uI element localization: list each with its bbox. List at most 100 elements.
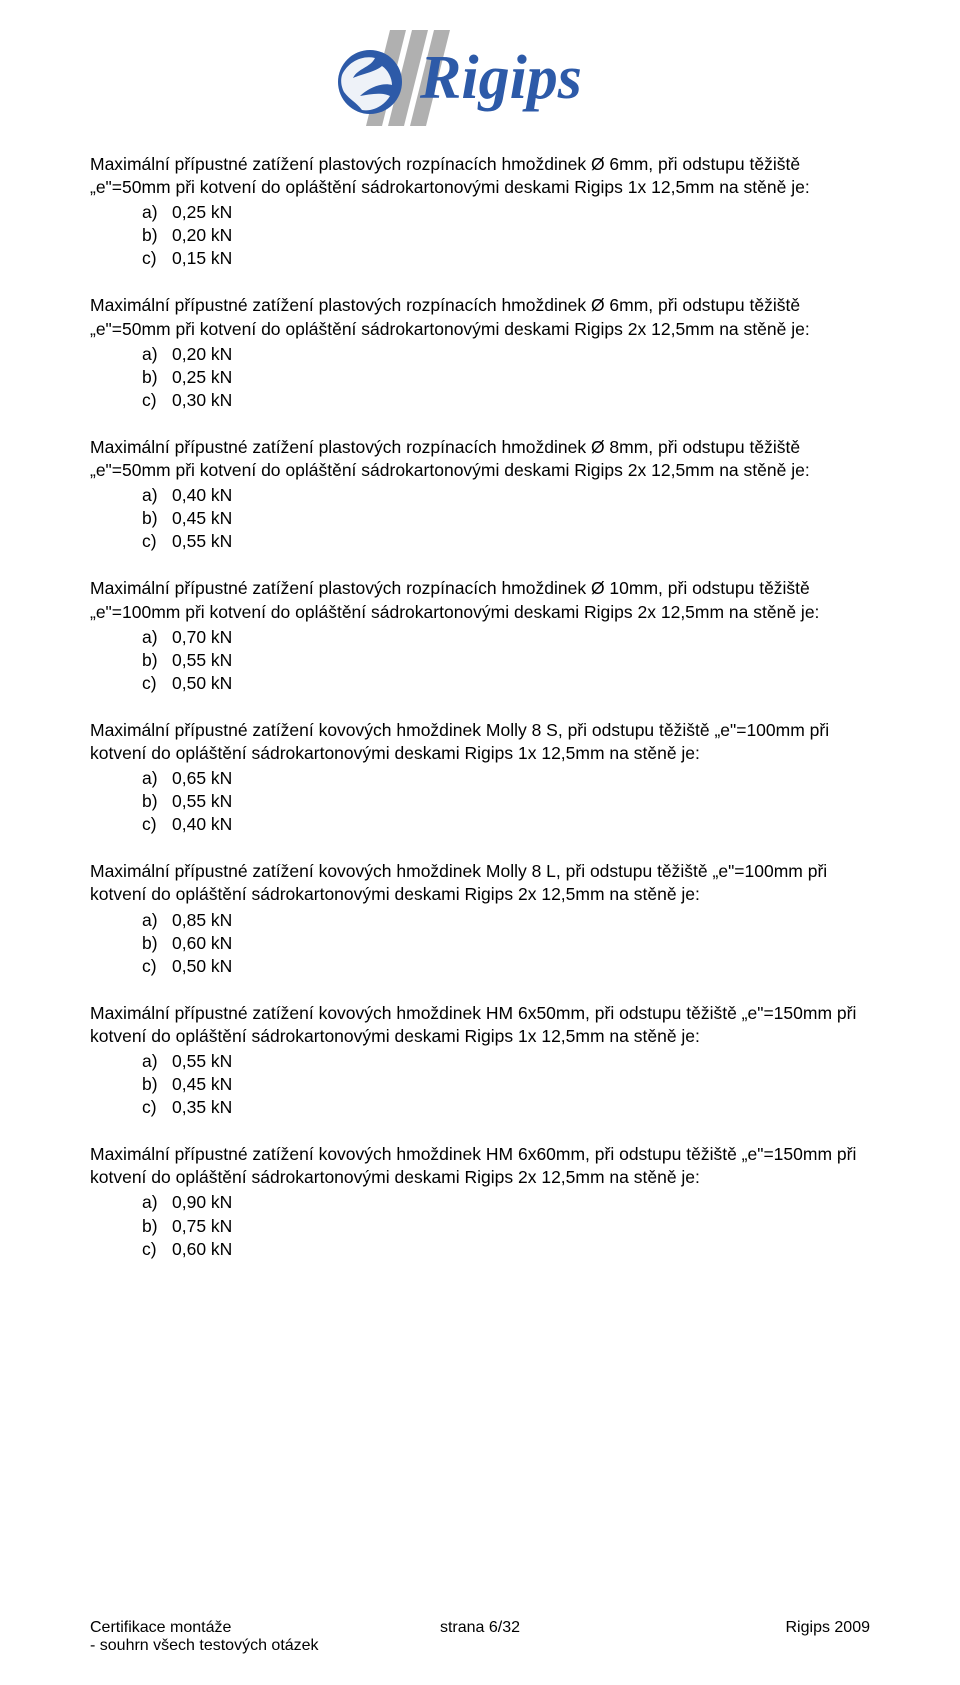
option-letter: c) [142,955,172,978]
option-row: b)0,55 kN [142,790,870,813]
option-value: 0,25 kN [172,201,232,224]
option-list: a)0,40 kNb)0,45 kNc)0,55 kN [90,484,870,553]
option-row: a)0,55 kN [142,1050,870,1073]
option-letter: b) [142,366,172,389]
option-list: a)0,85 kNb)0,60 kNc)0,50 kN [90,909,870,978]
option-letter: a) [142,201,172,224]
footer-page-number: strana 6/32 [440,1619,520,1637]
footer-right: Rigips 2009 [786,1619,871,1637]
option-letter: b) [142,1215,172,1238]
option-letter: b) [142,1073,172,1096]
option-value: 0,90 kN [172,1191,232,1214]
option-letter: a) [142,343,172,366]
option-row: a)0,70 kN [142,626,870,649]
footer-left-line2: - souhrn všech testových otázek [90,1637,319,1655]
page-footer: Certifikace montáže - souhrn všech testo… [90,1619,870,1655]
option-row: a)0,25 kN [142,201,870,224]
question-text: Maximální přípustné zatížení plastových … [90,153,870,199]
option-row: b)0,55 kN [142,649,870,672]
option-value: 0,45 kN [172,507,232,530]
option-row: c)0,40 kN [142,813,870,836]
question-text: Maximální přípustné zatížení kovových hm… [90,1143,870,1189]
option-row: b)0,20 kN [142,224,870,247]
option-value: 0,75 kN [172,1215,232,1238]
option-value: 0,65 kN [172,767,232,790]
option-list: a)0,90 kNb)0,75 kNc)0,60 kN [90,1191,870,1260]
option-value: 0,55 kN [172,790,232,813]
option-letter: c) [142,247,172,270]
option-letter: b) [142,790,172,813]
option-row: b)0,45 kN [142,1073,870,1096]
option-value: 0,40 kN [172,813,232,836]
option-letter: c) [142,1238,172,1261]
question-block: Maximální přípustné zatížení plastových … [90,294,870,411]
option-letter: c) [142,530,172,553]
logo-container: Rigips [90,30,870,125]
option-value: 0,85 kN [172,909,232,932]
option-value: 0,55 kN [172,1050,232,1073]
question-text: Maximální přípustné zatížení kovových hm… [90,1002,870,1048]
option-row: a)0,40 kN [142,484,870,507]
option-value: 0,15 kN [172,247,232,270]
question-block: Maximální přípustné zatížení kovových hm… [90,860,870,977]
option-row: a)0,90 kN [142,1191,870,1214]
footer-left: Certifikace montáže - souhrn všech testo… [90,1619,319,1655]
question-block: Maximální přípustné zatížení kovových hm… [90,719,870,836]
option-letter: b) [142,224,172,247]
option-value: 0,20 kN [172,224,232,247]
option-row: a)0,65 kN [142,767,870,790]
rigips-logo: Rigips [320,30,640,120]
option-value: 0,55 kN [172,649,232,672]
option-letter: b) [142,507,172,530]
question-text: Maximální přípustné zatížení kovových hm… [90,860,870,906]
option-list: a)0,70 kNb)0,55 kNc)0,50 kN [90,626,870,695]
option-value: 0,30 kN [172,389,232,412]
option-row: b)0,25 kN [142,366,870,389]
option-row: a)0,85 kN [142,909,870,932]
option-letter: c) [142,672,172,695]
option-row: c)0,50 kN [142,955,870,978]
option-row: c)0,55 kN [142,530,870,553]
option-value: 0,50 kN [172,672,232,695]
option-letter: a) [142,909,172,932]
option-value: 0,70 kN [172,626,232,649]
option-letter: c) [142,813,172,836]
option-value: 0,60 kN [172,1238,232,1261]
option-letter: a) [142,484,172,507]
option-row: b)0,45 kN [142,507,870,530]
option-row: c)0,50 kN [142,672,870,695]
option-row: c)0,15 kN [142,247,870,270]
option-list: a)0,55 kNb)0,45 kNc)0,35 kN [90,1050,870,1119]
option-value: 0,40 kN [172,484,232,507]
brand-text: Rigips [419,44,582,112]
document-page: Rigips Maximální přípustné zatížení plas… [0,0,960,1685]
option-list: a)0,20 kNb)0,25 kNc)0,30 kN [90,343,870,412]
option-letter: b) [142,932,172,955]
option-row: b)0,75 kN [142,1215,870,1238]
option-row: b)0,60 kN [142,932,870,955]
option-row: c)0,60 kN [142,1238,870,1261]
question-text: Maximální přípustné zatížení kovových hm… [90,719,870,765]
footer-left-line1: Certifikace montáže [90,1619,319,1637]
question-text: Maximální přípustné zatížení plastových … [90,436,870,482]
question-block: Maximální přípustné zatížení plastových … [90,436,870,553]
option-letter: a) [142,1050,172,1073]
option-value: 0,50 kN [172,955,232,978]
question-block: Maximální přípustné zatížení plastových … [90,577,870,694]
option-row: a)0,20 kN [142,343,870,366]
option-value: 0,20 kN [172,343,232,366]
option-value: 0,25 kN [172,366,232,389]
option-letter: b) [142,649,172,672]
question-block: Maximální přípustné zatížení kovových hm… [90,1002,870,1119]
option-letter: c) [142,389,172,412]
option-value: 0,55 kN [172,530,232,553]
question-list: Maximální přípustné zatížení plastových … [90,153,870,1261]
option-value: 0,45 kN [172,1073,232,1096]
question-text: Maximální přípustné zatížení plastových … [90,577,870,623]
option-list: a)0,65 kNb)0,55 kNc)0,40 kN [90,767,870,836]
option-letter: a) [142,626,172,649]
option-letter: a) [142,767,172,790]
option-value: 0,60 kN [172,932,232,955]
option-letter: c) [142,1096,172,1119]
question-block: Maximální přípustné zatížení kovových hm… [90,1143,870,1260]
